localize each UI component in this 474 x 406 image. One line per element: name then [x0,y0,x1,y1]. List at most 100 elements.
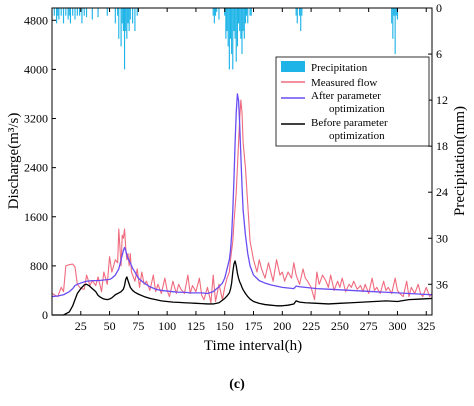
precip-bar [120,8,122,47]
series-line-before [52,260,433,316]
precip-bar [74,8,76,20]
legend-label-after-line1: After parameter [311,90,381,102]
flow-lines [51,93,433,316]
precip-bar [249,8,251,16]
precip-bar [79,8,81,16]
panel-label: (c) [229,377,245,392]
x-tick-label: 150 [216,319,234,333]
precip-bar [121,8,123,24]
y-axis-title-right: Precipitation(mm) [452,106,468,216]
precip-bar [136,8,138,16]
precip-bar [299,8,301,16]
precip-bar [62,8,65,24]
precip-bar [123,8,126,70]
x-tick-label: 250 [331,319,349,333]
y-axis-title-left: Discharge(m³/s) [6,113,22,210]
y-tick-label-right: 0 [436,1,442,15]
precip-bar [128,8,130,32]
precip-bar [229,8,232,39]
x-tick-label: 50 [104,319,116,333]
precip-bar [231,8,233,55]
precip-bar [296,8,298,24]
precip-bar [237,8,240,24]
precip-bar [232,8,234,70]
precip-bar [134,8,136,32]
precip-bar [214,8,217,16]
y-tick-label-right: 18 [436,139,448,153]
precip-bar [69,8,71,24]
x-axis-title: Time interval(h) [204,338,302,354]
x-tick-label: 200 [273,319,291,333]
precip-bar [244,8,247,24]
precip-bar [127,8,129,24]
y-tick-label-left: 4800 [24,13,48,27]
precip-bar [240,8,242,39]
precip-bar [114,8,116,24]
y-tick-label-right: 36 [436,277,448,291]
precip-bar [83,8,85,16]
y-tick-label-right: 24 [436,185,448,199]
precip-bar [246,8,248,16]
precip-bar [301,8,303,16]
y-tick-label-right: 30 [436,231,448,245]
precip-bar [118,8,120,39]
precip-bar [218,8,220,20]
x-tick-label: 25 [75,319,87,333]
legend-label-before-line2: optimization [329,130,385,142]
precip-bar [132,8,134,24]
y-tick-label-right: 12 [436,93,448,107]
precip-bar [68,8,70,16]
precip-bar [125,8,127,32]
x-tick-label: 125 [187,319,205,333]
legend: Precipitation Measured flow After parame… [275,56,430,147]
precipitation-bars [53,8,399,70]
plot-frame [51,7,433,316]
legend-label-before-line1: Before parameter [311,117,388,129]
precip-bar [233,8,235,32]
x-tick-label: 75 [132,319,144,333]
precip-bar [392,8,394,39]
precip-bar [117,8,119,16]
precip-bar [295,8,297,16]
precip-bar [97,8,99,18]
precip-bar [72,8,74,16]
y-tick-label-left: 3200 [24,112,48,126]
precip-bar [76,8,78,16]
precip-bar [226,8,228,32]
precip-bar [85,8,88,18]
x-tick-label: 100 [158,319,176,333]
precip-bar [228,8,230,70]
legend-label-precipitation: Precipitation [311,62,368,74]
legend-swatch-precipitation [281,61,305,72]
precip-bar [60,8,62,16]
precip-bar [58,8,60,20]
precip-bar [81,8,83,24]
precip-bar [241,8,243,55]
precip-bar [242,8,244,32]
precip-bar [247,8,249,24]
precip-bar [393,8,395,16]
x-tick-label: 325 [417,319,435,333]
precip-bar [236,8,238,47]
x-tick-label: 275 [360,319,378,333]
precip-bar [106,8,108,16]
precip-bar [53,8,55,16]
y-tick-label-right: 6 [436,47,442,61]
precip-bar [65,8,67,16]
y-tick-label-left: 4000 [24,62,48,76]
precip-bar [235,8,237,62]
precip-bar [227,8,229,47]
precip-bar [243,8,245,39]
precip-bar [56,8,58,24]
precip-bar [394,8,396,55]
precip-bar [67,8,69,20]
y-tick-label-left: 0 [42,308,48,322]
y-tick-label-left: 1600 [24,210,48,224]
precip-bar [234,8,236,39]
precip-bar [225,8,227,39]
precip-bar [212,8,214,16]
series-line-after [51,93,433,298]
x-tick-label: 300 [388,319,406,333]
